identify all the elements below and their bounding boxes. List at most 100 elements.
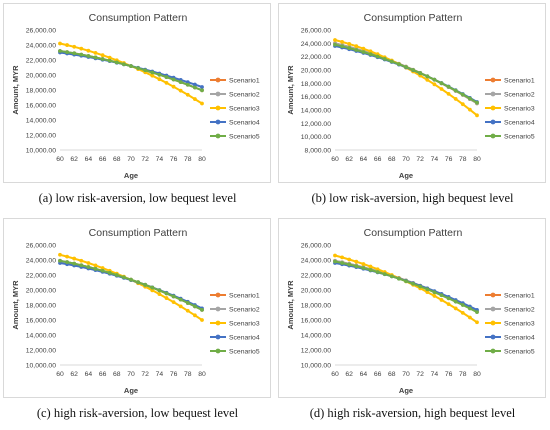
y-tick-label: 14,000.00 bbox=[301, 333, 331, 340]
x-axis-label: Age bbox=[399, 171, 413, 180]
caption-a: (a) low risk-aversion, low bequest level bbox=[38, 191, 237, 205]
data-point bbox=[340, 261, 344, 265]
x-tick-label: 72 bbox=[416, 156, 424, 163]
x-tick-label: 64 bbox=[360, 371, 368, 378]
data-point bbox=[72, 256, 77, 261]
data-point bbox=[114, 273, 119, 277]
data-point bbox=[347, 262, 352, 267]
data-point bbox=[157, 288, 162, 293]
chart-c: Consumption Pattern Amount, MYR Age 10,000.… bbox=[11, 227, 260, 395]
data-point bbox=[171, 84, 176, 89]
data-point bbox=[100, 268, 105, 273]
data-point bbox=[178, 304, 183, 309]
data-point bbox=[468, 107, 472, 112]
data-point bbox=[65, 260, 69, 265]
data-point bbox=[107, 55, 112, 60]
legend-marker bbox=[215, 348, 221, 354]
y-tick-label: 16,000.00 bbox=[26, 103, 56, 110]
data-point bbox=[72, 44, 77, 49]
data-point bbox=[439, 87, 444, 91]
data-point bbox=[397, 276, 401, 281]
y-tick-label: 24,000.00 bbox=[301, 258, 331, 265]
x-tick-label: 74 bbox=[431, 371, 439, 378]
legend-label: Scenario3 bbox=[229, 106, 260, 113]
data-point bbox=[404, 65, 408, 69]
x-tick-label: 76 bbox=[170, 156, 178, 163]
y-axis-label: Amount, MYR bbox=[286, 280, 295, 330]
x-tick-label: 80 bbox=[473, 156, 481, 163]
legend-label: Scenario3 bbox=[504, 321, 535, 328]
y-tick-label: 18,000.00 bbox=[26, 303, 56, 310]
x-tick-label: 78 bbox=[184, 156, 192, 163]
data-point bbox=[368, 49, 373, 54]
y-tick-label: 12,000.00 bbox=[26, 348, 56, 355]
data-point bbox=[439, 298, 444, 302]
y-tick-label: 22,000.00 bbox=[301, 54, 331, 61]
legend-marker bbox=[215, 334, 221, 340]
data-point bbox=[164, 75, 169, 79]
chart-d-frame: Consumption Pattern Amount, MYR Age 10,000.… bbox=[278, 218, 546, 398]
data-point bbox=[178, 80, 183, 85]
data-point bbox=[79, 258, 84, 263]
data-point bbox=[453, 306, 458, 311]
data-point bbox=[171, 77, 176, 82]
chart-c-frame: Consumption Pattern Amount, MYR Age 10,000.… bbox=[3, 218, 271, 398]
y-tick-label: 12,000.00 bbox=[301, 348, 331, 355]
data-point bbox=[453, 299, 458, 304]
x-tick-label: 60 bbox=[56, 156, 64, 163]
y-tick-label: 22,000.00 bbox=[301, 273, 331, 280]
data-point bbox=[150, 285, 155, 290]
data-point bbox=[164, 291, 169, 296]
data-point bbox=[354, 44, 359, 49]
data-point bbox=[114, 60, 119, 65]
x-tick-label: 72 bbox=[141, 156, 149, 163]
legend-label: Scenario5 bbox=[229, 349, 260, 356]
data-point bbox=[164, 80, 169, 85]
y-tick-label: 14,000.00 bbox=[26, 118, 56, 125]
x-tick-label: 64 bbox=[85, 156, 93, 163]
x-tick-label: 62 bbox=[345, 156, 353, 163]
data-point bbox=[129, 277, 133, 282]
data-point bbox=[136, 280, 141, 285]
data-point bbox=[418, 71, 423, 75]
data-point bbox=[65, 43, 69, 47]
x-tick-label: 76 bbox=[445, 156, 453, 163]
data-point bbox=[432, 294, 437, 298]
data-point bbox=[425, 74, 430, 79]
y-tick-label: 16,000.00 bbox=[26, 318, 56, 325]
data-point bbox=[122, 275, 126, 280]
legend-label: Scenario2 bbox=[504, 307, 535, 314]
data-point bbox=[411, 281, 415, 286]
data-point bbox=[185, 308, 190, 313]
data-point bbox=[65, 254, 69, 259]
data-point bbox=[425, 287, 430, 292]
x-tick-label: 64 bbox=[85, 371, 93, 378]
data-point bbox=[475, 113, 479, 118]
data-point bbox=[475, 100, 479, 105]
data-point bbox=[143, 68, 148, 73]
legend-marker bbox=[490, 119, 496, 125]
legend-label: Scenario2 bbox=[229, 307, 260, 314]
x-axis-label: Age bbox=[399, 386, 413, 395]
legend-marker bbox=[490, 105, 496, 111]
legend-label: Scenario4 bbox=[229, 335, 260, 342]
x-tick-label: 68 bbox=[388, 156, 396, 163]
data-point bbox=[347, 257, 352, 262]
data-point bbox=[397, 62, 401, 67]
y-tick-label: 26,000.00 bbox=[301, 28, 331, 35]
data-point bbox=[333, 38, 337, 42]
legend-marker bbox=[215, 133, 221, 139]
caption-b: (b) low risk-aversion, high bequest leve… bbox=[311, 191, 514, 205]
data-point bbox=[361, 266, 366, 270]
data-point bbox=[86, 48, 91, 53]
x-tick-label: 62 bbox=[345, 371, 353, 378]
chart-title: Consumption Pattern bbox=[89, 12, 188, 24]
data-point bbox=[100, 53, 105, 58]
x-tick-label: 68 bbox=[113, 371, 121, 378]
x-tick-label: 74 bbox=[156, 156, 164, 163]
data-point bbox=[100, 57, 105, 61]
legend-marker bbox=[490, 292, 496, 298]
data-point bbox=[468, 306, 472, 311]
data-point bbox=[340, 255, 344, 260]
y-tick-label: 16,000.00 bbox=[301, 318, 331, 325]
